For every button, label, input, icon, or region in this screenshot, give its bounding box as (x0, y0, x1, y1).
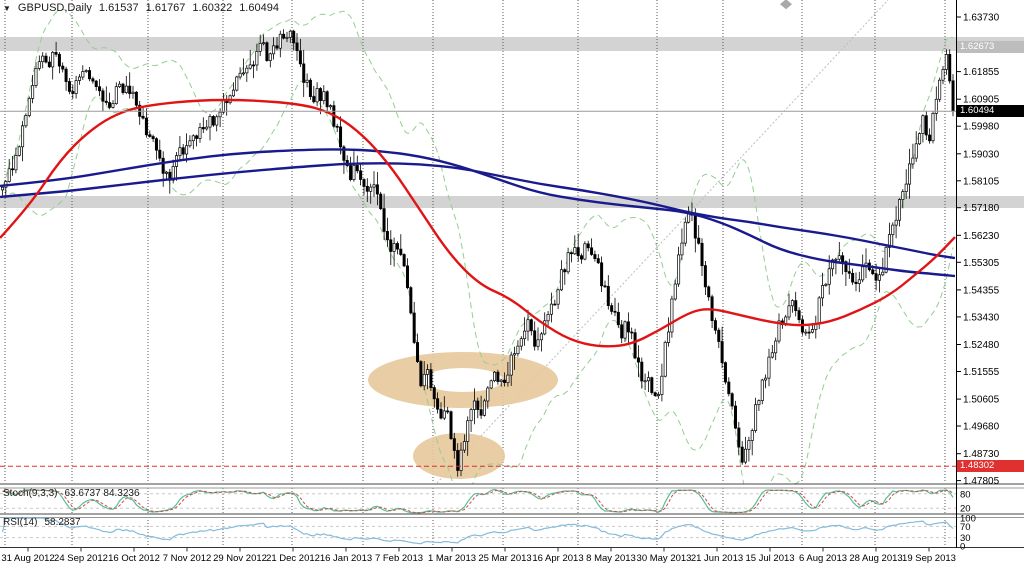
date-axis-label: 21 Jun 2013 (691, 553, 743, 564)
date-axis-label: 30 May 2013 (637, 553, 692, 564)
resistance-zone (0, 196, 1024, 208)
price-axis-label: 1.63730 (963, 13, 1000, 24)
symbol-period-label: GBPUSD,Daily (17, 2, 92, 14)
stoch-d-line (2, 489, 954, 514)
price-axis-label: 1.61855 (963, 67, 1000, 78)
rsi-panel-label: RSI(14) 58.2837 (3, 517, 81, 528)
resistance-zone (0, 37, 1024, 51)
ma-50-line (0, 98, 956, 348)
date-axis-label: 21 Dec 2012 (266, 553, 320, 564)
rsi-scale-label: 0 (960, 542, 965, 553)
symbol-dropdown-arrow[interactable]: ▼ (3, 3, 11, 13)
date-axis-label: 1 Mar 2013 (428, 553, 476, 564)
stoch-name: Stoch(9,3,3) (3, 488, 58, 499)
rsi-scale-label: 70 (960, 522, 971, 533)
date-axis-label: 6 Aug 2013 (799, 553, 847, 564)
date-axis-label: 16 Oct 2012 (108, 553, 160, 564)
date-axis-label: 19 Sep 2013 (902, 553, 956, 564)
price-axis-label: 1.57180 (963, 203, 1000, 214)
price-axis-label: 1.50605 (963, 395, 1000, 406)
price-axis-label: 1.53430 (963, 312, 1000, 323)
rsi-scale-label: 100 (960, 514, 976, 525)
date-axis-label: 16 Apr 2013 (532, 553, 583, 564)
rsi-scale-label: 30 (960, 533, 971, 544)
date-axis-label: 7 Nov 2012 (163, 553, 212, 564)
chart-title-bar: ▼ GBPUSD,Daily 1.61537 1.61767 1.60322 1… (3, 2, 279, 14)
date-axis-label: 31 Aug 2012 (1, 553, 54, 564)
date-axis-label: 8 May 2013 (586, 553, 636, 564)
ma-100-line (0, 148, 956, 278)
price-axis-label: 1.54355 (963, 285, 1000, 296)
ohlc-low: 1.60322 (192, 2, 233, 14)
ma-200-line (0, 162, 956, 260)
bollinger-upper-line (2, 9, 954, 366)
price-axis-label: 1.47805 (963, 476, 1000, 487)
date-axis-label: 24 Sep 2012 (54, 553, 108, 564)
alert-price-tag: 1.48302 (957, 460, 1024, 472)
price-axis-label: 1.52480 (963, 340, 1000, 351)
stoch-scale-label: 80 (960, 489, 971, 500)
rsi-name: RSI(14) (3, 517, 38, 528)
date-axis-label: 7 Feb 2013 (375, 553, 423, 564)
price-axis-label: 1.55305 (963, 258, 1000, 269)
current-price-tag: 1.60494 (957, 105, 1024, 117)
diamond-marker[interactable] (780, 0, 792, 10)
date-axis-label: 29 Nov 2012 (213, 553, 267, 564)
stoch-k-line (2, 488, 954, 514)
price-axis-label: 1.51555 (963, 367, 1000, 378)
date-axis-label: 16 Jan 2013 (320, 553, 372, 564)
date-axis-label: 15 Jul 2013 (745, 553, 794, 564)
chart-plot-area[interactable] (0, 0, 956, 483)
price-axis-label: 1.59980 (963, 122, 1000, 133)
ohlc-open: 1.61537 (98, 2, 139, 14)
ohlc-close: 1.60494 (239, 2, 279, 14)
price-axis-label: 1.49680 (963, 422, 1000, 433)
price-axis-label: 1.59030 (963, 149, 1000, 160)
price-axis-label: 1.60905 (963, 95, 1000, 106)
zone-price-tag: 1.62673 (957, 41, 1024, 53)
rsi-line (1, 517, 954, 545)
rsi-values: 58.2837 (44, 517, 81, 528)
price-axis-label: 1.58105 (963, 176, 1000, 187)
stoch-scale-label: 20 (960, 504, 971, 515)
ohlc-high: 1.61767 (145, 2, 186, 14)
price-axis-label: 1.56230 (963, 231, 1000, 242)
date-axis-label: 25 Mar 2013 (478, 553, 531, 564)
date-axis-label: 28 Aug 2013 (849, 553, 902, 564)
price-axis-label: 1.48730 (963, 449, 1000, 460)
stoch-panel-label: Stoch(9,3,3) 63.6737 84.3236 (3, 488, 140, 499)
stoch-values: 63.6737 84.3236 (64, 488, 140, 499)
